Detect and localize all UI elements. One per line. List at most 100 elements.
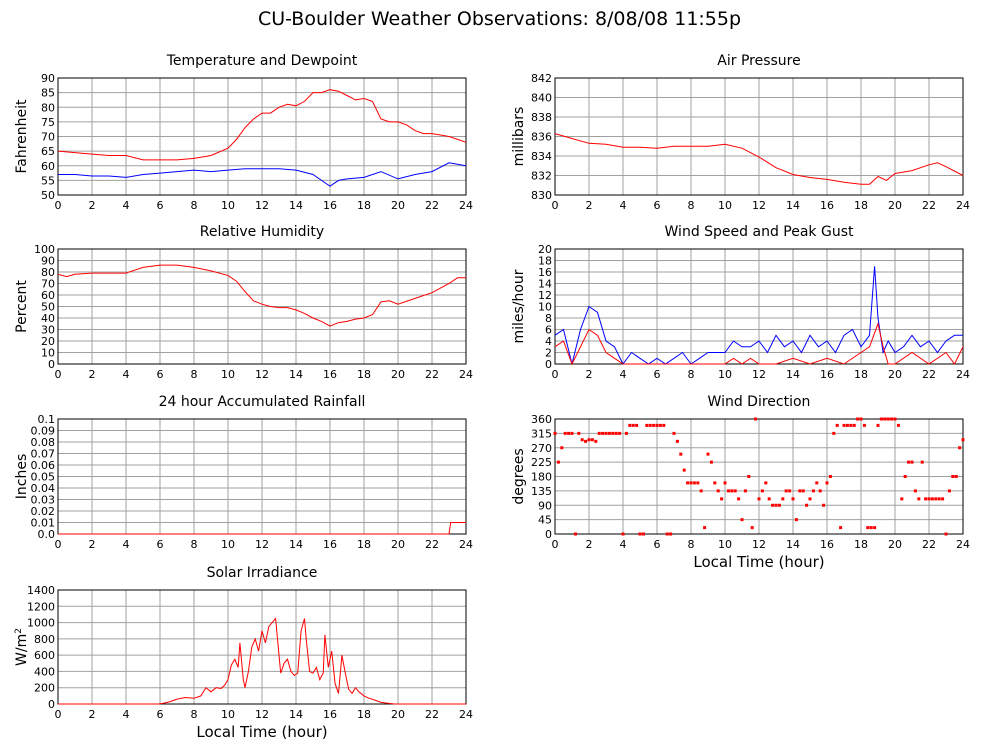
x-tick-label: 6 (157, 538, 164, 551)
x-tick-label: 16 (820, 368, 834, 381)
data-point (560, 446, 564, 450)
data-point (893, 417, 897, 421)
x-tick-label: 4 (123, 538, 130, 551)
y-tick-label: 55 (41, 174, 55, 187)
data-point (638, 532, 642, 536)
y-tick-label: 85 (41, 87, 55, 100)
y-tick-label: 1000 (27, 617, 55, 630)
chart-humidity: 0 2 4 6 8 10 12 14 16 18 20 22 240102030405060708090… (14, 224, 473, 381)
x-tick-label: 14 (786, 199, 800, 212)
x-tick-label: 6 (654, 538, 661, 551)
chart-title: Air Pressure (717, 53, 800, 69)
data-point (798, 489, 802, 493)
data-point (689, 481, 693, 485)
y-tick-label: 836 (531, 131, 552, 144)
x-tick-label: 2 (89, 708, 96, 721)
y-tick-label: 0.01 (31, 517, 56, 530)
data-point (682, 468, 686, 472)
data-point (808, 497, 812, 501)
data-point (679, 452, 683, 456)
x-tick-label: 4 (620, 368, 627, 381)
data-point (937, 497, 941, 501)
y-axis-label: millibars (511, 107, 527, 167)
y-tick-label: 80 (41, 266, 55, 279)
data-point (570, 431, 574, 435)
x-tick-label: 22 (425, 199, 439, 212)
y-tick-label: 70 (41, 278, 55, 291)
data-point (553, 431, 557, 435)
x-tick-label: 0 (55, 538, 62, 551)
x-tick-label: 6 (157, 368, 164, 381)
data-point (845, 423, 849, 427)
data-point (669, 532, 673, 536)
data-point (917, 497, 921, 501)
x-tick-label: 14 (289, 708, 303, 721)
data-point (794, 518, 798, 522)
y-tick-label: 90 (538, 499, 552, 512)
y-tick-label: 20 (538, 243, 552, 256)
data-point (597, 431, 601, 435)
data-point (675, 439, 679, 443)
data-point (774, 503, 778, 507)
data-point (941, 497, 945, 501)
x-tick-label: 10 (718, 538, 732, 551)
data-point (947, 489, 951, 493)
data-point (839, 526, 843, 530)
data-point (764, 481, 768, 485)
x-tick-label: 18 (357, 708, 371, 721)
x-tick-label: 10 (221, 199, 235, 212)
x-tick-label: 10 (718, 199, 732, 212)
data-point (825, 481, 829, 485)
data-point (913, 489, 917, 493)
data-point (567, 431, 571, 435)
y-tick-label: 832 (531, 170, 552, 183)
x-tick-label: 20 (391, 708, 405, 721)
x-tick-label: 4 (620, 199, 627, 212)
data-point (580, 438, 584, 442)
x-tick-label: 8 (688, 538, 695, 551)
data-point (849, 423, 853, 427)
plot-frame (57, 77, 467, 196)
y-tick-label: 180 (531, 471, 552, 484)
y-tick-label: 270 (531, 442, 552, 455)
chart-title: 24 hour Accumulated Rainfall (159, 394, 366, 410)
x-tick-label: 20 (888, 368, 902, 381)
x-tick-label: 12 (255, 199, 269, 212)
x-tick-label: 0 (55, 708, 62, 721)
x-tick-label: 2 (89, 199, 96, 212)
chart-title: Temperature and Dewpoint (166, 53, 358, 69)
y-tick-label: 100 (34, 243, 55, 256)
y-axis-label: miles/hour (511, 269, 527, 343)
data-point (944, 532, 948, 536)
y-tick-label: 6 (545, 324, 552, 337)
data-point (665, 532, 669, 536)
y-tick-label: 0.06 (31, 459, 56, 472)
x-axis-label: Local Time (hour) (196, 723, 327, 741)
data-point (754, 417, 758, 421)
data-point (818, 489, 822, 493)
data-point (750, 526, 754, 530)
x-tick-label: 0 (552, 199, 559, 212)
y-tick-label: 65 (41, 145, 55, 158)
data-point (930, 497, 934, 501)
y-tick-label: 40 (41, 312, 55, 325)
x-tick-label: 2 (586, 199, 593, 212)
x-tick-label: 12 (752, 538, 766, 551)
data-point (645, 423, 649, 427)
y-tick-label: 10 (41, 347, 55, 360)
chart-title: Wind Direction (708, 394, 811, 410)
x-tick-label: 18 (357, 199, 371, 212)
y-tick-label: 842 (531, 72, 552, 85)
y-tick-label: 0 (545, 528, 552, 541)
x-tick-label: 20 (888, 199, 902, 212)
y-tick-label: 200 (34, 682, 55, 695)
y-axis-label: W/m2 (14, 628, 30, 666)
data-point (866, 526, 870, 530)
x-tick-label: 20 (888, 538, 902, 551)
x-tick-label: 10 (718, 368, 732, 381)
series-line-0 (554, 266, 963, 365)
x-tick-label: 2 (586, 368, 593, 381)
series-line-0 (58, 617, 466, 705)
plot-frame (57, 589, 467, 705)
x-tick-label: 0 (552, 538, 559, 551)
